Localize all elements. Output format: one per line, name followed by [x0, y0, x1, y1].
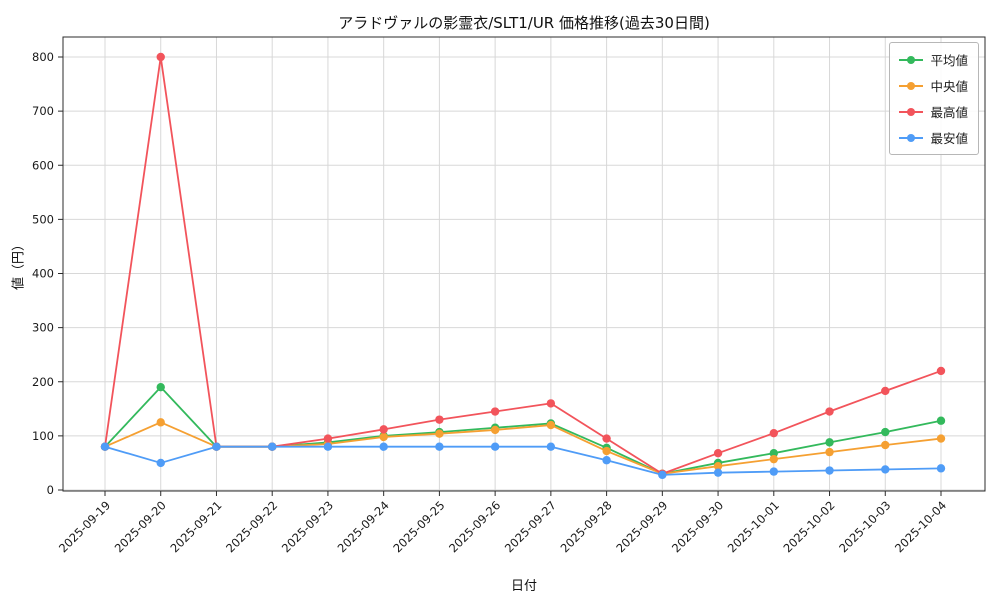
data-point-最高値: [323, 434, 333, 443]
data-point-中央値: [156, 418, 165, 427]
data-point-最安値: [490, 442, 500, 451]
x-tick-label: 2025-09-24: [335, 498, 392, 555]
y-tick-label: 700: [32, 104, 54, 118]
legend-label-average: 平均値: [930, 53, 968, 68]
x-tick-label: 2025-10-03: [836, 498, 893, 555]
plot-border: [62, 36, 986, 492]
data-point-中央値: [825, 447, 834, 457]
data-point-最高値: [713, 448, 723, 458]
legend-label-max: 最高値: [930, 105, 968, 120]
data-point-中央値: [769, 454, 778, 464]
data-point-中央値: [936, 434, 946, 443]
x-tick-label: 2025-09-28: [558, 498, 615, 555]
y-tick-label: 800: [32, 50, 54, 64]
x-tick-label: 2025-09-21: [167, 498, 224, 555]
data-point-最安値: [658, 470, 667, 480]
legend-swatch-average-icon: [899, 55, 924, 64]
data-point-最高値: [156, 52, 165, 62]
y-tick-label: 100: [32, 429, 54, 443]
chart-legend: 平均値 中央値 最高値 最安値: [889, 42, 979, 155]
chart-title: アラドヴァルの影霊衣/SLT1/UR 価格推移(過去30日間): [338, 14, 710, 32]
legend-item-max: 最高値: [899, 102, 968, 121]
data-point-最安値: [881, 465, 890, 474]
data-point-最高値: [769, 428, 778, 438]
data-point-最安値: [825, 466, 834, 475]
data-point-最高値: [825, 407, 834, 416]
legend-swatch-min-icon: [899, 133, 924, 142]
data-point-最安値: [156, 458, 165, 468]
legend-item-median: 中央値: [899, 76, 968, 95]
x-tick-label: 2025-09-26: [446, 498, 503, 555]
legend-label-min: 最安値: [930, 131, 968, 146]
data-point-最安値: [936, 464, 946, 473]
data-point-中央値: [435, 429, 444, 438]
x-tick-label: 2025-09-25: [390, 498, 447, 555]
x-tick-label: 2025-09-30: [669, 498, 726, 555]
data-point-平均値: [825, 438, 834, 447]
data-point-最安値: [713, 468, 723, 477]
legend-label-median: 中央値: [930, 79, 968, 94]
data-point-最安値: [602, 456, 611, 465]
x-axis-label: 日付: [510, 579, 537, 594]
data-point-最高値: [881, 386, 890, 396]
y-tick-label: 600: [32, 158, 54, 172]
x-tick-label: 2025-09-29: [613, 498, 670, 555]
data-point-最安値: [769, 467, 778, 476]
data-point-中央値: [713, 461, 723, 471]
y-tick-label: 400: [32, 267, 54, 281]
y-tick-label: 500: [32, 212, 54, 226]
data-point-最安値: [379, 442, 388, 451]
x-tick-label: 2025-09-19: [56, 498, 113, 555]
data-point-平均値: [156, 382, 165, 392]
data-point-最安値: [100, 442, 110, 451]
data-point-中央値: [546, 420, 556, 430]
legend-item-min: 最安値: [899, 128, 968, 147]
x-tick-label: 2025-09-27: [502, 498, 559, 555]
data-point-最高値: [602, 434, 611, 443]
plot-background: [63, 37, 985, 491]
y-tick-label: 300: [32, 321, 54, 335]
x-tick-label: 2025-09-22: [223, 498, 280, 555]
data-point-平均値: [881, 427, 890, 437]
data-point-最高値: [936, 366, 946, 376]
data-point-最高値: [546, 399, 556, 408]
data-point-平均値: [769, 448, 778, 458]
data-point-中央値: [490, 425, 500, 435]
data-point-最安値: [268, 442, 277, 451]
x-tick-label: 2025-09-23: [279, 498, 336, 555]
data-point-最安値: [212, 442, 221, 451]
data-point-平均値: [936, 416, 946, 425]
x-tick-label: 2025-10-01: [725, 498, 782, 555]
data-point-中央値: [602, 446, 611, 456]
data-point-最高値: [379, 425, 388, 434]
legend-swatch-median-icon: [899, 81, 924, 90]
x-tick-label: 2025-10-02: [780, 498, 837, 555]
series-line-最安値: [104, 445, 942, 476]
data-point-中央値: [881, 440, 890, 450]
data-point-最安値: [323, 442, 333, 451]
data-point-中央値: [379, 432, 388, 442]
data-point-最高値: [435, 415, 444, 424]
data-point-最安値: [546, 442, 556, 451]
x-tick-label: 2025-10-04: [892, 498, 949, 555]
data-point-最安値: [435, 442, 444, 451]
legend-item-average: 平均値: [899, 50, 968, 69]
legend-swatch-max-icon: [899, 107, 924, 116]
y-tick-label: 200: [32, 375, 54, 389]
data-point-最高値: [490, 407, 500, 416]
y-tick-label: 0: [47, 483, 54, 497]
x-tick-label: 2025-09-20: [112, 498, 169, 555]
